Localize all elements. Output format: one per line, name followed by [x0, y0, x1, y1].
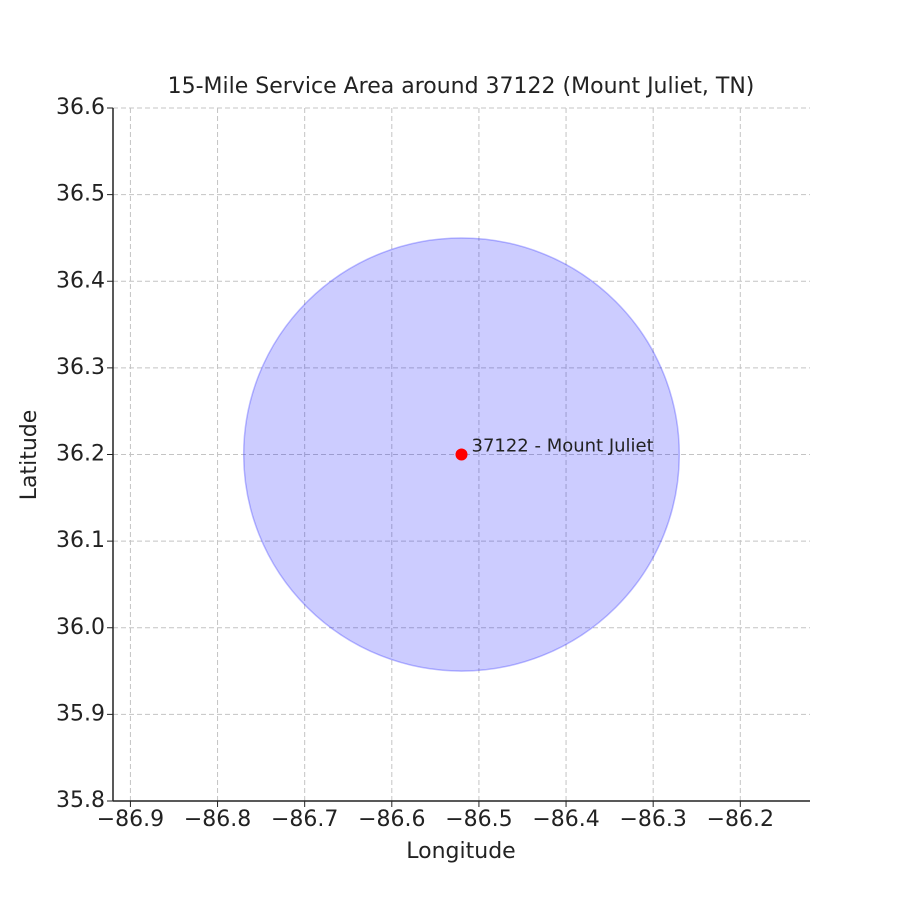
x-axis-label: Longitude [406, 839, 515, 864]
x-tick-label: −86.6 [358, 807, 425, 832]
annotation: 37122 - Mount Juliet [472, 436, 654, 457]
y-tick-label: 36.5 [56, 182, 105, 207]
x-tick-label: −86.3 [619, 807, 686, 832]
x-tick-label: −86.2 [707, 807, 774, 832]
y-tick-label: 36.2 [56, 442, 105, 467]
point [455, 448, 468, 461]
y-tick-label: 36.6 [56, 95, 105, 120]
y-tick-label: 36.3 [56, 355, 105, 380]
y-tick-label: 36.4 [56, 268, 105, 293]
x-tick-label: −86.5 [445, 807, 512, 832]
x-tick-label: −86.9 [97, 807, 164, 832]
chart-title: 15-Mile Service Area around 37122 (Mount… [168, 74, 755, 99]
x-tick-label: −86.4 [532, 807, 599, 832]
y-tick-label: 35.8 [56, 788, 105, 813]
y-tick-label: 36.0 [56, 615, 105, 640]
y-tick-label: 36.1 [56, 528, 105, 553]
x-tick-label: −86.7 [271, 807, 338, 832]
y-tick-label: 35.9 [56, 701, 105, 726]
x-tick-label: −86.8 [184, 807, 251, 832]
y-axis-label: Latitude [17, 410, 42, 501]
